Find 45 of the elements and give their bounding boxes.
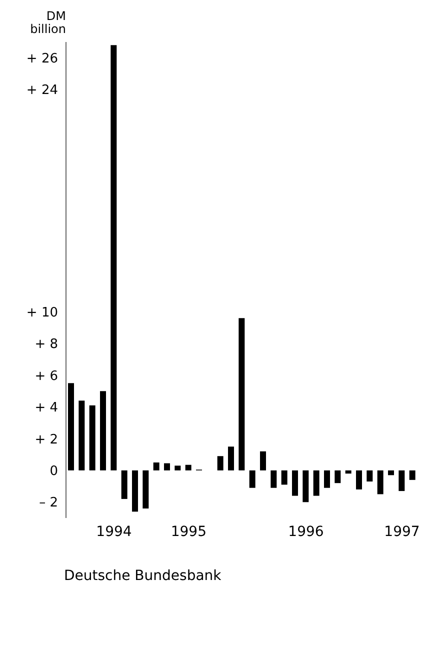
bar (345, 470, 352, 474)
y-tick-label: + 2 (34, 432, 58, 448)
y-tick-label: 0 (50, 464, 58, 480)
bar (142, 470, 149, 508)
x-tick-label: 1996 (288, 524, 324, 540)
bar (388, 470, 394, 476)
y-tick-label: + 26 (26, 51, 58, 66)
bar (164, 463, 170, 470)
bar (270, 470, 277, 488)
bar (409, 470, 416, 480)
y-tick-label: – 2 (39, 496, 58, 511)
bar (281, 470, 288, 485)
bar (398, 470, 405, 492)
y-tick-label: + 6 (34, 368, 58, 384)
y-tick-label: + 24 (26, 83, 58, 98)
bar (249, 470, 256, 488)
bar (100, 391, 106, 470)
y-tick-label: + 10 (26, 305, 58, 320)
bar (185, 464, 192, 470)
y-tick-label: + 8 (34, 337, 58, 352)
bar (110, 45, 117, 470)
x-tick-label: 1997 (384, 524, 420, 540)
bar (377, 470, 384, 494)
bar (132, 470, 138, 512)
bar (292, 470, 298, 496)
bar (238, 318, 245, 470)
bar (260, 451, 266, 470)
bar (89, 405, 96, 470)
bar (356, 470, 362, 490)
y-axis-title: DM billion (29, 9, 66, 36)
text: Deutsche Bundesbank (64, 568, 222, 584)
bar (153, 462, 160, 470)
bar (313, 470, 320, 496)
x-tick-label: 1995 (170, 524, 206, 540)
bar (366, 470, 373, 482)
bar (78, 400, 85, 470)
bar (302, 470, 309, 502)
x-tick-label: 1994 (96, 524, 132, 540)
bar (121, 470, 128, 499)
y-tick-label: + 4 (34, 400, 58, 416)
bar (324, 470, 330, 488)
bar (228, 446, 234, 470)
bar (334, 470, 341, 484)
bar (174, 466, 181, 470)
bar (217, 456, 224, 470)
